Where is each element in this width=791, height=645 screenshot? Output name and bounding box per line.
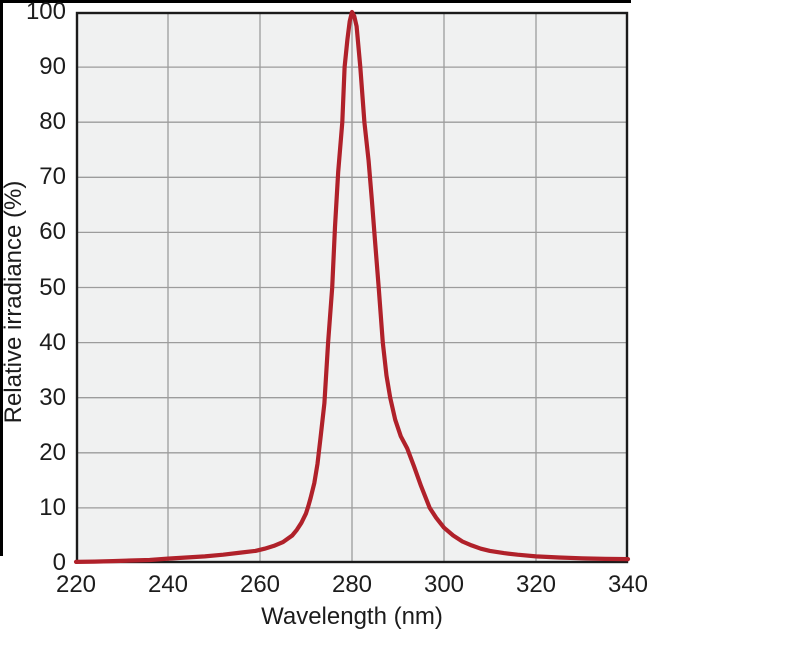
x-tick-label: 240	[147, 571, 189, 598]
chart-canvas	[73, 9, 631, 564]
y-tick-label: 80	[39, 108, 66, 136]
x-tick-label: 340	[607, 571, 649, 598]
x-tick-label: 320	[515, 571, 557, 598]
y-tick-label: 100	[25, 0, 66, 25]
y-tick-label: 90	[39, 53, 66, 81]
x-tick-label: 220	[55, 571, 97, 598]
y-tick-label: 20	[39, 438, 66, 466]
x-axis-title: Wavelength (nm)	[261, 603, 443, 630]
x-tick-label: 300	[423, 571, 465, 598]
y-tick-label: 10	[39, 493, 66, 521]
y-tick-label: 70	[39, 163, 66, 191]
figure-edge-top	[0, 0, 631, 3]
figure-edge-left	[0, 0, 3, 556]
spectrum-curve	[73, 9, 631, 564]
x-tick-label: 280	[331, 571, 373, 598]
y-tick-label: 60	[39, 218, 66, 246]
x-tick-label: 260	[239, 571, 281, 598]
y-tick-label: 40	[39, 328, 66, 356]
y-tick-label: 50	[39, 273, 66, 301]
y-tick-label: 30	[39, 383, 66, 411]
y-tick-label: 0	[52, 549, 66, 576]
